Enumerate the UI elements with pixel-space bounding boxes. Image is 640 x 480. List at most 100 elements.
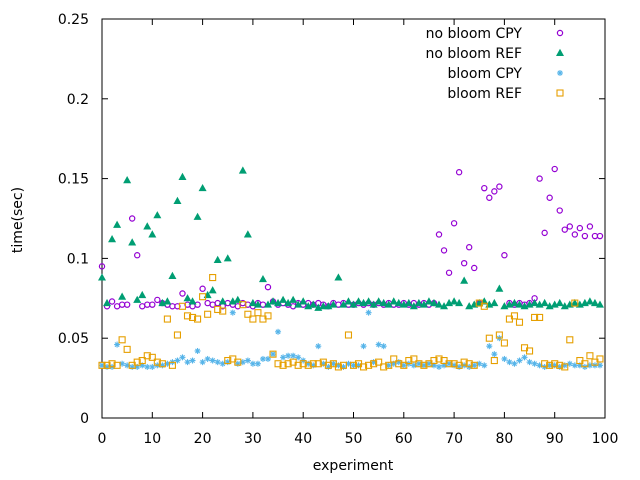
marker-shape: [525, 347, 534, 355]
data-point: [455, 169, 463, 176]
marker-stroke: [280, 354, 286, 360]
marker-shape: [586, 352, 594, 360]
data-point: [500, 339, 508, 347]
marker-shape: [199, 293, 207, 301]
axis-ticks: [101, 18, 606, 419]
data-point: [566, 223, 573, 230]
data-point: [460, 358, 468, 366]
marker-shape: [556, 48, 564, 56]
marker-shape: [269, 297, 278, 305]
marker-shape: [491, 188, 498, 195]
marker-stroke: [527, 359, 533, 365]
marker-shape: [531, 313, 539, 322]
data-point: [436, 363, 443, 370]
data-point: [315, 343, 322, 350]
data-point: [546, 194, 553, 201]
marker-stroke: [290, 353, 296, 359]
data-point: [394, 298, 403, 307]
data-point: [510, 298, 519, 307]
data-point: [551, 165, 558, 173]
marker-shape: [571, 299, 579, 307]
data-point: [234, 358, 242, 366]
data-point: [596, 362, 603, 369]
data-point: [248, 298, 257, 307]
series-no-bloom-ref: [98, 166, 604, 311]
marker-stroke: [481, 362, 487, 368]
marker-stroke: [506, 359, 512, 365]
marker-shape: [536, 313, 544, 322]
marker-stroke: [517, 358, 522, 364]
marker-shape: [118, 292, 127, 300]
data-point: [490, 356, 498, 365]
data-point: [123, 301, 131, 308]
marker-shape: [309, 300, 318, 308]
data-point: [450, 220, 458, 227]
data-point: [194, 347, 201, 354]
data-point: [113, 303, 121, 310]
data-point: [249, 315, 257, 323]
data-point: [465, 244, 473, 251]
marker-shape: [515, 300, 524, 308]
marker-shape: [596, 355, 604, 363]
marker-shape: [440, 302, 449, 310]
marker-stroke: [200, 359, 206, 365]
data-point: [526, 359, 533, 366]
marker-shape: [561, 226, 568, 233]
marker-shape: [334, 273, 343, 281]
data-point: [233, 295, 242, 303]
marker-shape: [294, 361, 302, 369]
data-point: [429, 298, 438, 307]
marker-shape: [415, 360, 423, 368]
marker-shape: [243, 230, 252, 238]
data-point: [128, 215, 136, 222]
marker-shape: [430, 356, 438, 365]
data-point: [133, 358, 141, 366]
marker-shape: [379, 298, 388, 307]
y-tick-label: 0.2: [67, 92, 89, 108]
marker-shape: [148, 230, 157, 238]
marker-shape: [369, 300, 378, 308]
data-point: [224, 356, 232, 365]
marker-shape: [234, 358, 242, 366]
marker-shape: [370, 360, 378, 368]
marker-shape: [490, 298, 499, 307]
data-point: [304, 361, 312, 369]
marker-shape: [123, 175, 132, 184]
data-point: [491, 188, 498, 195]
marker-shape: [450, 297, 459, 305]
y-tick-label: 0.05: [58, 331, 89, 347]
data-point: [496, 183, 503, 190]
data-point: [149, 301, 156, 308]
marker-shape: [595, 300, 604, 308]
data-point: [274, 360, 282, 368]
data-point: [98, 273, 106, 281]
data-point: [98, 361, 106, 369]
data-point: [154, 296, 161, 304]
marker-stroke: [205, 356, 211, 362]
data-point: [174, 357, 181, 364]
data-point: [349, 361, 358, 369]
data-point: [153, 211, 162, 219]
data-point: [334, 273, 343, 281]
data-point: [531, 313, 539, 322]
data-point: [379, 298, 388, 307]
data-point: [420, 361, 428, 369]
data-point: [404, 298, 413, 307]
x-tick-labels: 0 10 20 30 40 50 60 70 80 90 100: [98, 431, 619, 447]
marker-shape: [168, 271, 177, 279]
marker-stroke: [572, 362, 578, 368]
marker-shape: [199, 285, 206, 292]
data-point: [163, 297, 172, 305]
data-point: [249, 360, 256, 367]
marker-stroke: [501, 356, 507, 362]
data-point: [344, 331, 353, 339]
marker-stroke: [537, 362, 543, 368]
data-point: [571, 362, 578, 369]
data-point: [450, 297, 459, 305]
data-point: [270, 351, 277, 358]
data-point: [290, 352, 297, 359]
marker-stroke: [174, 358, 180, 364]
marker-stroke: [376, 342, 382, 348]
data-point: [591, 232, 599, 240]
marker-stroke: [215, 359, 221, 365]
